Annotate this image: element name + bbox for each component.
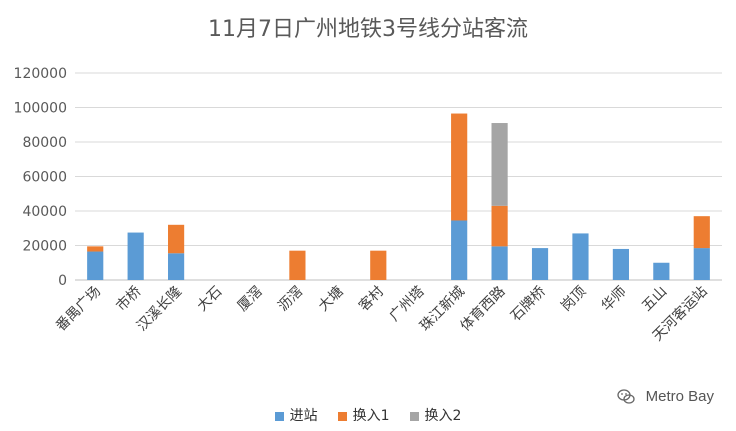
bar-segment <box>531 248 549 280</box>
x-tick-label: 岗顶 <box>558 284 589 315</box>
legend-swatch <box>409 411 419 421</box>
legend-swatch <box>274 411 284 421</box>
bar-segment <box>693 216 710 249</box>
legend-label: 换入1 <box>352 408 390 424</box>
x-tick-label: 厦滘 <box>235 284 266 315</box>
y-tick-label: 20000 <box>22 239 67 255</box>
x-tick-label: 汉溪长隆 <box>134 284 185 335</box>
x-tick-label: 大塘 <box>316 284 347 315</box>
x-tick-label: 大石 <box>194 284 225 315</box>
x-tick-label: 体育西路 <box>458 284 509 335</box>
bar-segment <box>451 220 468 280</box>
x-tick-label: 五山 <box>639 284 670 315</box>
bar-segment <box>491 246 508 280</box>
bar-segment <box>168 224 185 254</box>
bar-segment <box>491 205 508 247</box>
legend-label: 进站 <box>289 408 318 424</box>
bar-segment <box>127 232 144 280</box>
y-tick-label: 120000 <box>14 66 67 82</box>
bar-segment <box>612 248 629 280</box>
bar-segment <box>572 233 589 280</box>
y-tick-label: 60000 <box>22 170 67 186</box>
x-tick-label: 市桥 <box>113 283 145 315</box>
wechat-icon <box>617 389 636 404</box>
x-tick-label: 石牌桥 <box>507 283 549 325</box>
x-tick-label: 番禺广场 <box>53 284 104 335</box>
x-tick-label: 沥滘 <box>275 284 306 315</box>
legend-item: 进站 <box>274 405 318 425</box>
bar-segment <box>491 123 508 206</box>
bar-segment <box>289 250 306 280</box>
legend: 进站 换入1 换入2 <box>0 405 736 425</box>
legend-item: 换入1 <box>337 405 390 425</box>
bar-segment <box>87 251 104 280</box>
legend-label: 换入2 <box>424 408 462 424</box>
bar-segment <box>653 262 670 280</box>
legend-swatch <box>337 411 347 421</box>
bar-segment <box>87 246 104 252</box>
bar-segment <box>168 253 185 280</box>
x-tick-label: 客村 <box>355 283 387 315</box>
watermark-text: Metro Bay <box>645 388 714 405</box>
bar-segment <box>693 248 710 280</box>
y-tick-label: 100000 <box>14 101 67 117</box>
chart-title: 11月7日广州地铁3号线分站客流 <box>208 17 528 42</box>
x-tick-label: 华师 <box>599 284 630 315</box>
bar-segment <box>370 250 387 280</box>
y-tick-label: 40000 <box>22 204 67 220</box>
watermark: Metro Bay <box>617 388 714 406</box>
y-tick-label: 0 <box>58 273 67 289</box>
bar-segment <box>451 113 468 221</box>
legend-item: 换入2 <box>409 405 462 425</box>
y-tick-label: 80000 <box>22 135 67 151</box>
